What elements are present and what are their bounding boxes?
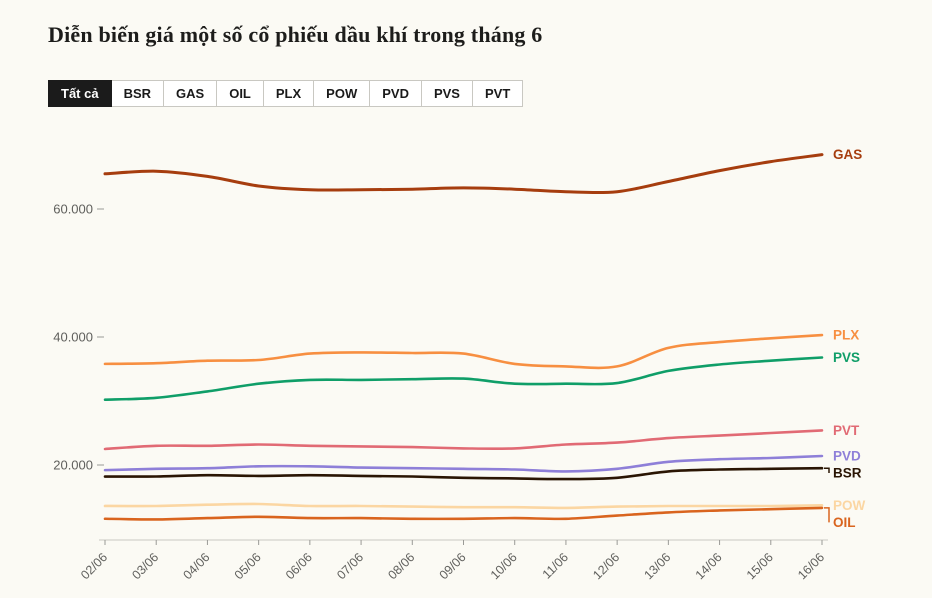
x-tick-label: 15/06 [744,550,776,582]
x-tick-label: 11/06 [540,550,571,581]
series-label-pvd: PVD [833,449,861,464]
x-tick-label: 12/06 [590,550,622,582]
series-line-pvt [103,429,824,451]
x-tick-label: 03/06 [129,550,161,582]
series-label-plx: PLX [833,328,859,343]
page-title: Diễn biến giá một số cổ phiếu dầu khí tr… [48,22,543,47]
series-label-bsr: BSR [833,466,862,481]
series-label-leader-oil [824,507,830,523]
tab-gas[interactable]: GAS [163,80,218,107]
tab-bar: Tất cả BSR GAS OIL PLX POW PVD PVS PVT [48,80,524,107]
series-label-pvt: PVT [833,423,860,438]
tab-pvd[interactable]: PVD [369,80,422,107]
x-tick-label: 07/06 [334,550,366,582]
series-label-gas: GAS [833,147,862,162]
x-tick-label: 16/06 [795,550,827,582]
tab-tat-ca[interactable]: Tất cả [48,80,112,107]
x-tick-label: 10/06 [488,550,520,582]
x-tick-label: 02/06 [78,550,110,582]
series-label-oil: OIL [833,515,856,530]
series-line-pow [103,502,824,510]
x-tick-label: 14/06 [693,550,725,582]
series-label-pow: POW [833,498,866,513]
tab-pvs[interactable]: PVS [420,80,473,107]
y-tick-label: 40.000 [53,330,93,345]
series-line-gas [103,153,824,195]
series-line-plx [103,333,824,370]
series-line-pvd [103,454,824,473]
series-line-pvs [103,356,824,402]
tab-pvt[interactable]: PVT [471,80,524,107]
series-line-oil [103,506,824,521]
x-tick-label: 08/06 [385,550,417,582]
x-tick-label: 13/06 [641,550,673,582]
y-tick-label: 20.000 [53,458,93,473]
x-tick-label: 04/06 [181,550,213,582]
series-label-pvs: PVS [833,350,860,365]
y-tick-label: 60.000 [53,202,93,217]
tab-pow[interactable]: POW [313,80,371,107]
x-tick-label: 09/06 [437,550,469,582]
x-tick-label: 05/06 [232,550,264,582]
x-tick-label: 06/06 [283,550,315,582]
series-label-leader-bsr [824,467,830,474]
series-line-bsr [103,466,824,481]
